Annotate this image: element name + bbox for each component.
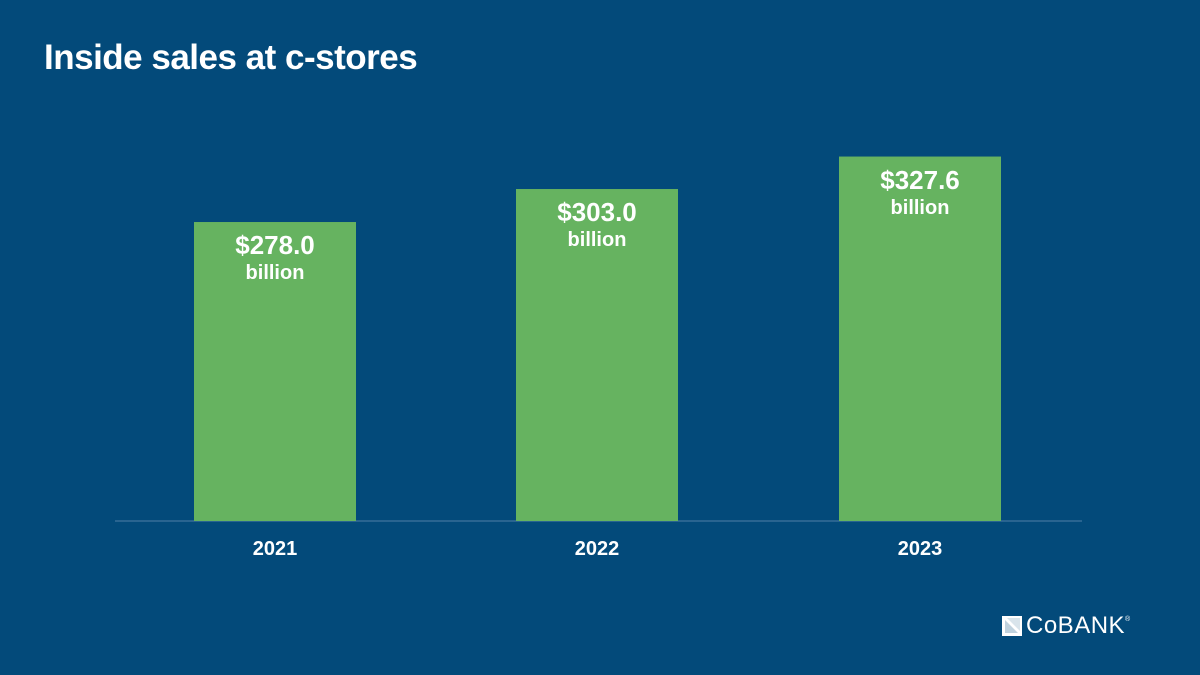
chart-title: Inside sales at c-stores [44,38,418,77]
data-label-unit: billion [890,196,950,219]
bar-2022 [516,189,678,521]
cobank-logo-mark-icon [1002,616,1022,636]
x-tick-label: 2022 [574,538,620,560]
logo-trademark: ® [1125,616,1131,623]
data-label-unit: billion [245,262,305,285]
cobank-logo: CoBANK ® [1002,612,1131,639]
logo-text: CoBANK [1026,612,1126,639]
data-label-value: $278.0 [235,230,315,261]
data-label-2021: $278.0 billion [194,230,356,286]
bar-2021 [194,222,356,521]
data-label-2022: $303.0 billion [516,197,678,253]
data-label-2023: $327.6 billion [839,165,1001,221]
data-label-value: $303.0 [557,197,637,228]
x-tick-label: 2023 [897,538,943,560]
x-tick-label: 2021 [252,538,298,560]
bar-2023 [839,156,1001,521]
data-label-unit: billion [567,229,627,252]
data-label-value: $327.6 [880,164,960,195]
